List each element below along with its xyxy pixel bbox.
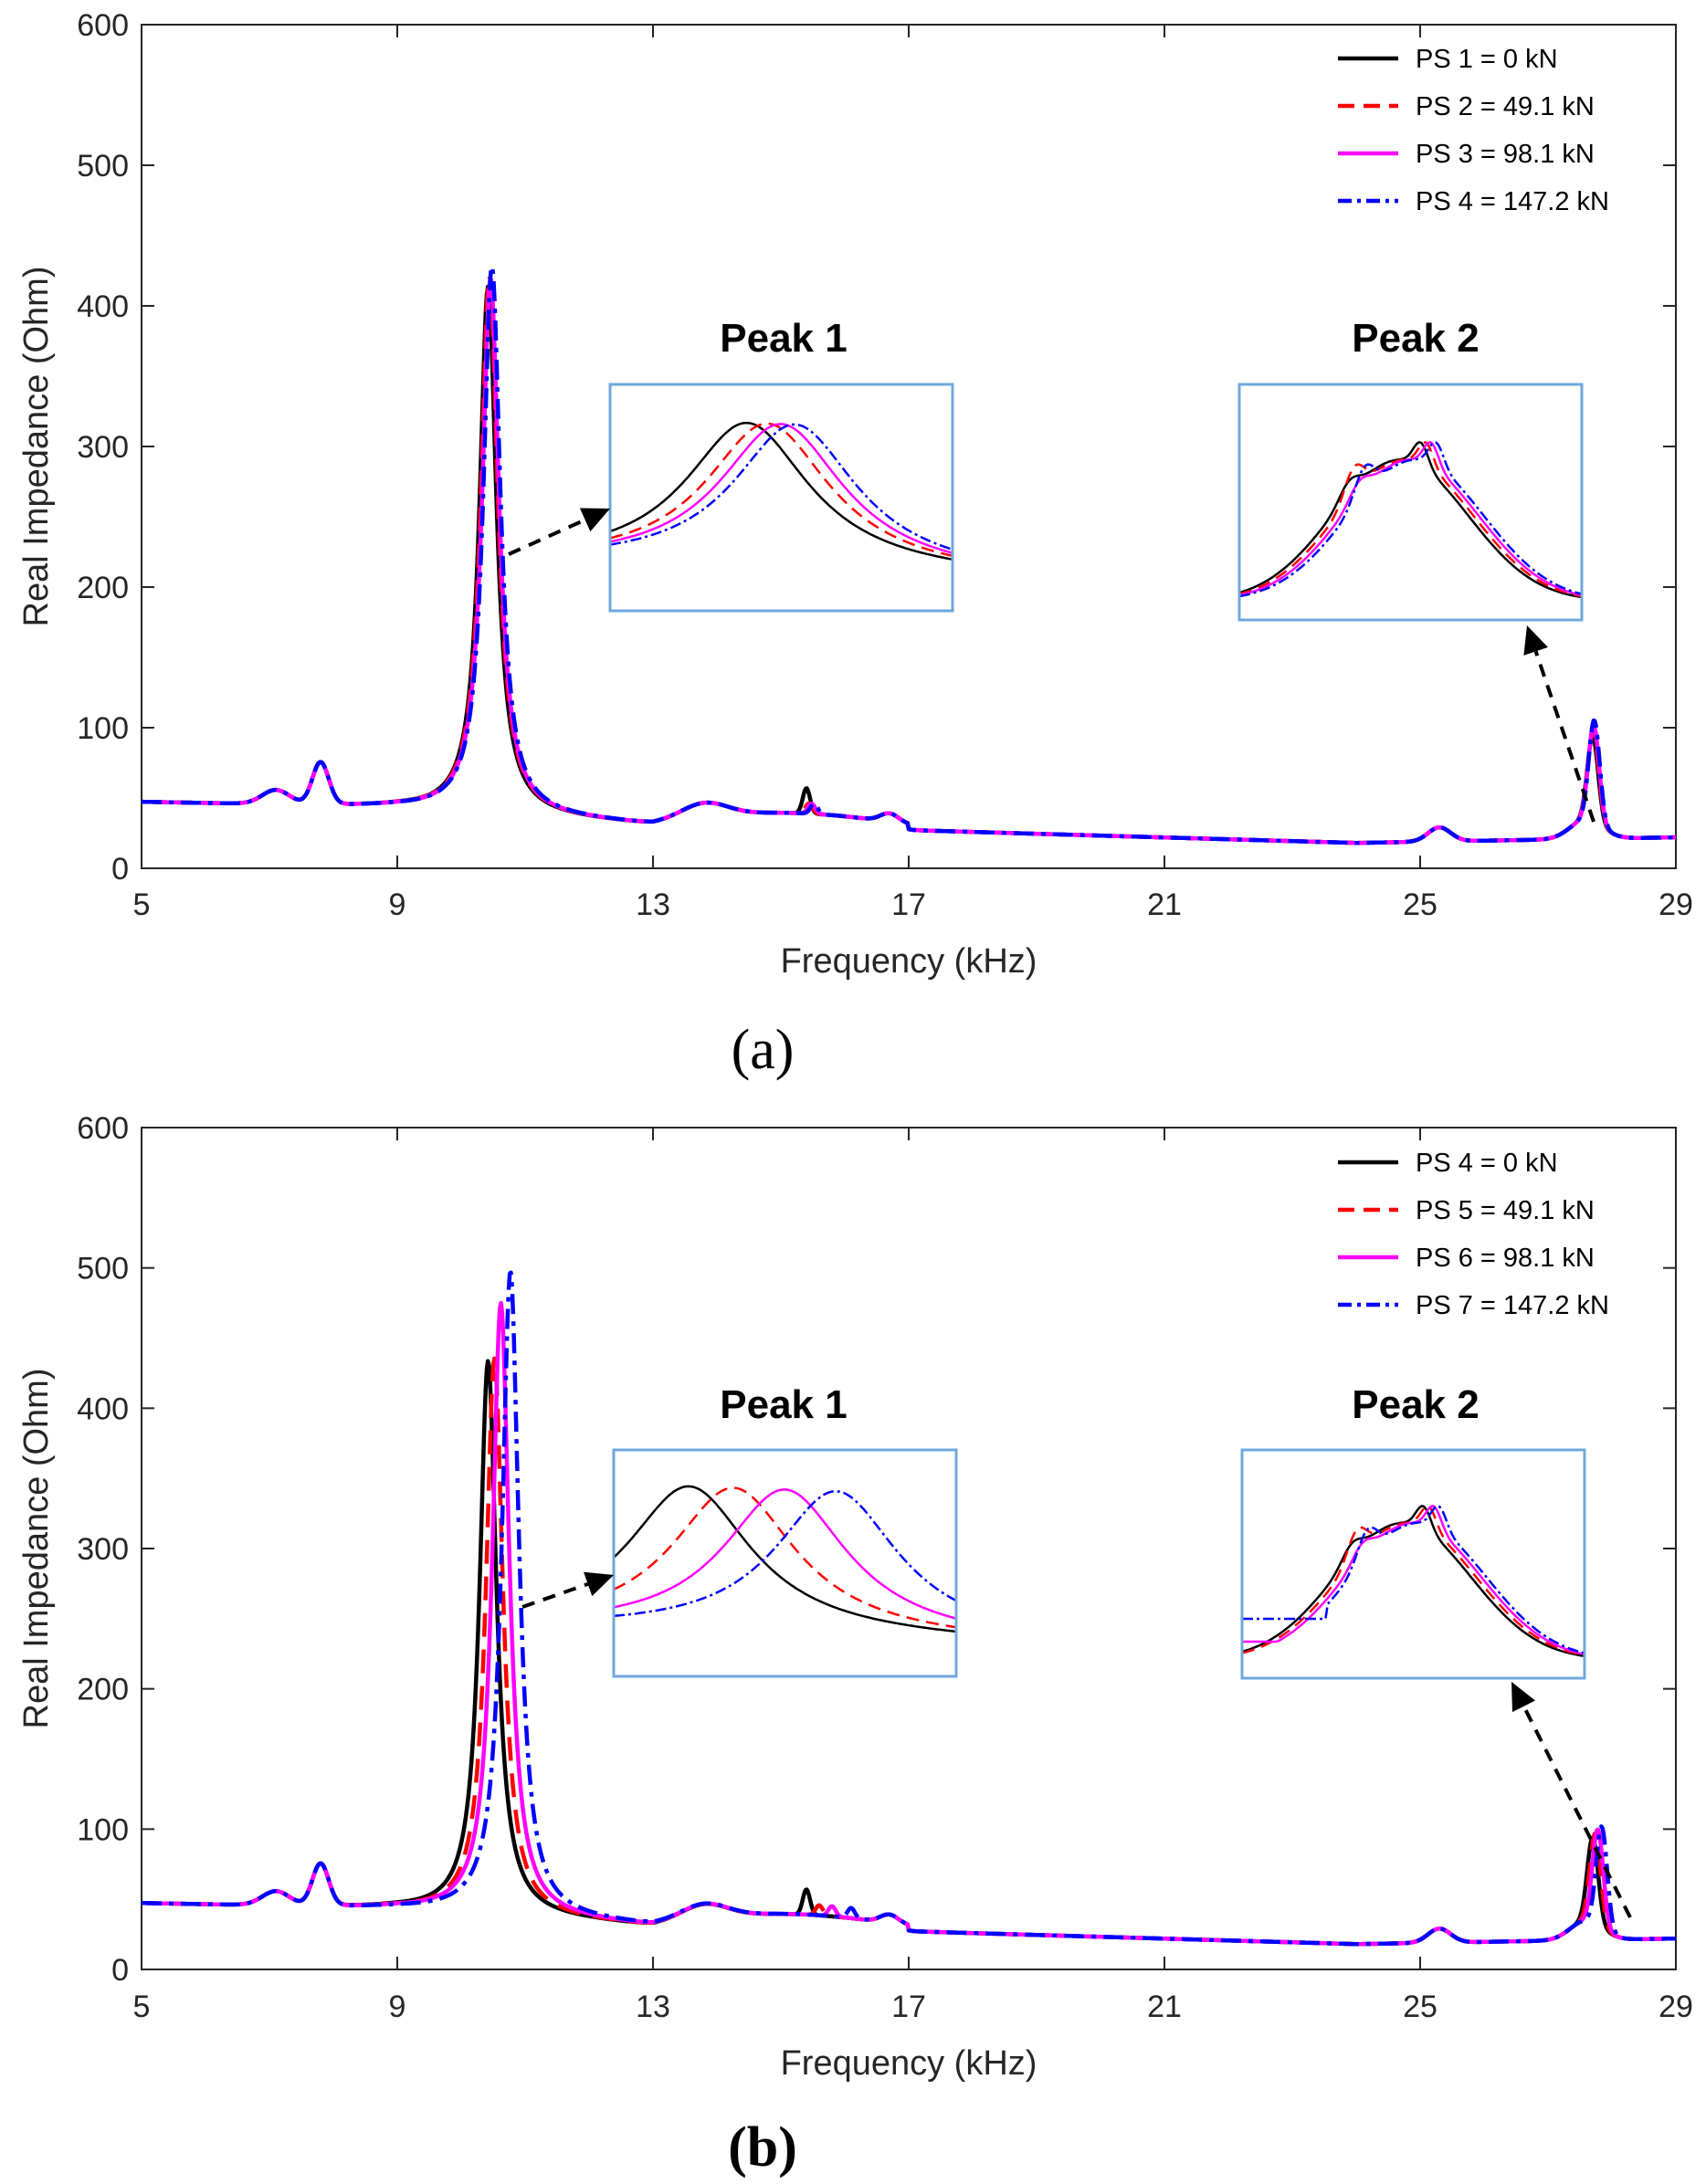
- x-axis-label: Frequency (kHz): [781, 942, 1037, 981]
- arrow-head: [579, 508, 610, 532]
- arrow-head: [1511, 1682, 1536, 1713]
- legend-label-3: PS 6 = 98.1 kN: [1416, 1244, 1595, 1273]
- series-group: [142, 264, 1676, 845]
- arrow-2: [1511, 1682, 1632, 1918]
- x-axis-label: Frequency (kHz): [781, 2044, 1037, 2083]
- inset-title: Peak 1: [720, 1382, 847, 1427]
- y-tick-label: 300: [77, 1532, 129, 1567]
- x-tick-label: 21: [1147, 887, 1182, 922]
- x-tick-label: 5: [133, 887, 151, 922]
- y-tick-label: 600: [77, 8, 129, 43]
- x-tick-label: 9: [389, 887, 406, 922]
- series-line-2: [142, 1356, 1676, 1947]
- legend: PS 1 = 0 kN PS 2 = 49.1 kN PS 3 = 98.1 kN P…: [1338, 45, 1609, 216]
- x-tick-label: 29: [1659, 1990, 1693, 2024]
- y-tick-label: 500: [77, 149, 129, 184]
- panel-label: (a): [732, 1019, 795, 1081]
- x-tick-label: 17: [891, 887, 926, 922]
- y-tick-label: 500: [77, 1252, 129, 1286]
- x-tick-label: 9: [389, 1990, 406, 2024]
- series-line-1: [142, 284, 1676, 845]
- inset-peak-1: Peak 1: [608, 316, 954, 613]
- inset-series-line-1: [1242, 1505, 1585, 1658]
- x-tick-label: 13: [636, 1990, 670, 2024]
- arrow-head: [1523, 625, 1548, 656]
- arrow-line: [1522, 1705, 1632, 1918]
- y-axis-label: Real Impedance (Ohm): [17, 267, 56, 627]
- arrow-line: [508, 518, 586, 556]
- inset-series-line-3: [1242, 1504, 1585, 1656]
- legend-label-4: PS 7 = 147.2 kN: [1416, 1291, 1609, 1320]
- y-tick-label: 600: [77, 1111, 129, 1146]
- series-line-4: [142, 1270, 1676, 1947]
- legend: PS 4 = 0 kN PS 5 = 49.1 kN PS 6 = 98.1 kN P…: [1338, 1149, 1609, 1320]
- inset-series-line-1: [1239, 440, 1582, 599]
- inset-peak-1: Peak 1: [612, 1382, 958, 1678]
- arrow-line: [521, 1582, 589, 1609]
- x-tick-label: 17: [891, 1990, 926, 2024]
- y-tick-label: 100: [77, 711, 129, 746]
- inset-series-line-4: [610, 423, 953, 551]
- x-tick-label: 25: [1403, 887, 1437, 922]
- arrow-1: [508, 508, 610, 556]
- inset-series-line-4: [1239, 441, 1582, 598]
- y-tick-label: 200: [77, 1673, 129, 1707]
- arrow-2: [1523, 625, 1595, 823]
- legend-label-2: PS 2 = 49.1 kN: [1416, 92, 1595, 121]
- inset-peak-2: Peak 2: [1237, 316, 1584, 622]
- legend-label-3: PS 3 = 98.1 kN: [1416, 140, 1595, 169]
- chart-panel-a: 5 9 13 17 21 25 29 0 100 200 300 400 500 600 Frequency…: [17, 8, 1693, 1081]
- inset-series-line-2: [1242, 1505, 1585, 1657]
- x-tick-label: 21: [1147, 1990, 1182, 2024]
- inset-series-line-3: [614, 1488, 956, 1620]
- x-tick-label: 29: [1659, 887, 1693, 922]
- y-tick-label: 100: [77, 1812, 129, 1847]
- inset-frame: [612, 1448, 958, 1678]
- inset-frame: [1240, 1448, 1586, 1680]
- x-tick-label: 5: [133, 1990, 151, 2024]
- inset-series-line-1: [610, 421, 953, 561]
- inset-series-line-3: [1239, 440, 1582, 597]
- arrow-line: [1533, 650, 1595, 823]
- y-tick-label: 200: [77, 571, 129, 605]
- y-tick-label: 300: [77, 430, 129, 465]
- arrow-head: [584, 1571, 614, 1597]
- inset-frame: [608, 383, 954, 613]
- series-line-1: [142, 1359, 1676, 1947]
- series-line-4: [142, 264, 1676, 845]
- y-tick-label: 400: [77, 289, 129, 324]
- panel-label: (b): [728, 2116, 797, 2179]
- arrow-1: [521, 1571, 614, 1609]
- inset-peak-2: Peak 2: [1240, 1382, 1586, 1680]
- inset-title: Peak 1: [720, 316, 847, 361]
- legend-label-1: PS 1 = 0 kN: [1416, 45, 1558, 74]
- y-axis-label: Real Impedance (Ohm): [17, 1369, 56, 1729]
- series-line-2: [142, 274, 1676, 845]
- chart-panel-b: 5 9 13 17 21 25 29 0 100 200 300 400 500 600 Frequency…: [17, 1111, 1693, 2179]
- inset-series-line-3: [610, 423, 953, 554]
- x-tick-label: 25: [1403, 1990, 1437, 2024]
- inset-series-line-1: [614, 1485, 956, 1633]
- legend-label-4: PS 4 = 147.2 kN: [1416, 187, 1609, 216]
- y-tick-label: 400: [77, 1391, 129, 1426]
- inset-series-line-2: [614, 1486, 956, 1629]
- x-tick-label: 13: [636, 887, 670, 922]
- legend-label-1: PS 4 = 0 kN: [1416, 1149, 1558, 1178]
- inset-series-line-4: [614, 1490, 956, 1618]
- inset-series-line-2: [1239, 441, 1582, 598]
- series-line-3: [142, 278, 1676, 845]
- inset-title: Peak 2: [1352, 1382, 1479, 1427]
- inset-title: Peak 2: [1352, 316, 1479, 361]
- legend-label-2: PS 5 = 49.1 kN: [1416, 1196, 1595, 1225]
- inset-series-line-2: [610, 422, 953, 558]
- series-group: [142, 1270, 1676, 1947]
- inset-series-line-4: [1242, 1505, 1585, 1654]
- inset-frame: [1237, 383, 1584, 622]
- y-tick-label: 0: [111, 1953, 129, 1988]
- y-tick-label: 0: [111, 852, 129, 887]
